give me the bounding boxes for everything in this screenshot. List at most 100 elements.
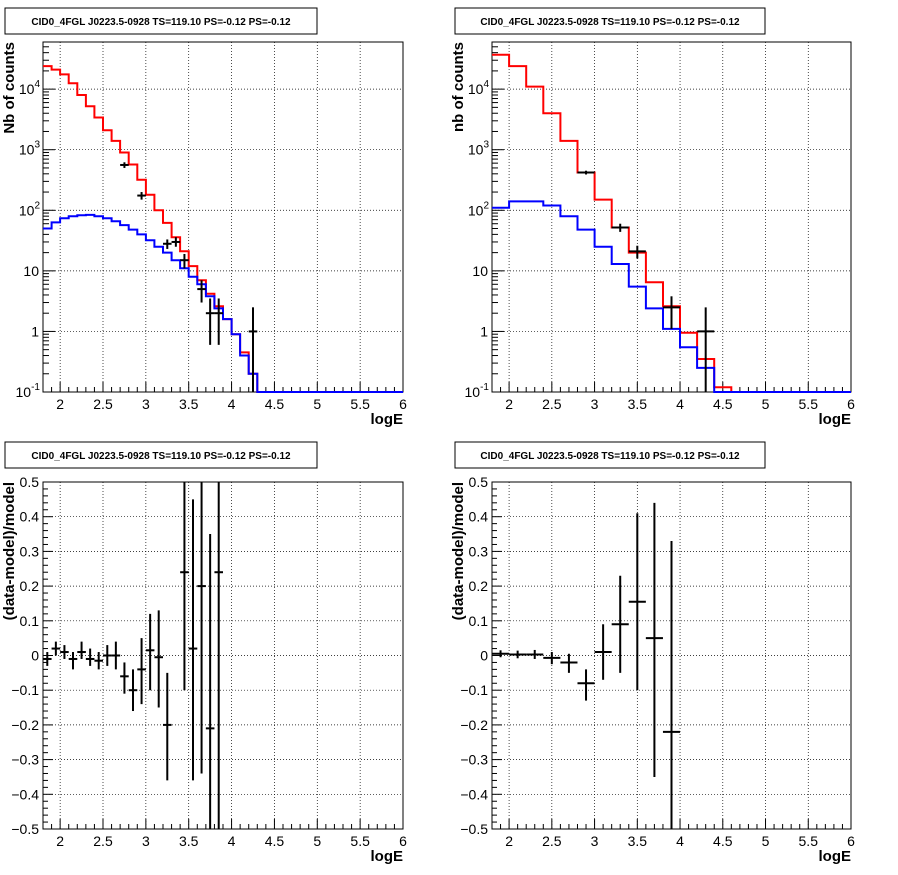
y-tick-label: 0 [480, 648, 488, 664]
x-tick-label: 4 [676, 833, 684, 849]
data-point [628, 245, 646, 259]
chart-panel-1: CID0_4FGL J0223.5-0928 TS=119.10 PS=-0.1… [1, 7, 407, 428]
y-tick-label: 10 [23, 263, 39, 279]
x-tick-label: 4.5 [265, 833, 285, 849]
data-point [645, 502, 663, 777]
data-point [594, 624, 612, 680]
data-point [120, 162, 129, 168]
y-tick-label: −0.2 [11, 717, 39, 733]
data-point [214, 298, 223, 345]
title-box [4, 7, 318, 35]
chart-panel-2: CID0_4FGL J0223.5-0928 TS=119.10 PS=-0.1… [450, 7, 855, 428]
x-tick-label: 2.5 [93, 833, 113, 849]
y-tick-label: 103 [19, 140, 41, 158]
x-tick-label: 5.5 [350, 833, 370, 849]
y-tick-label: 0.2 [20, 578, 40, 594]
y-tick-label: −0.3 [460, 752, 488, 768]
data-point [214, 482, 223, 829]
data-point [85, 648, 95, 666]
x-axis-label: logE [371, 411, 404, 428]
data-point [111, 641, 121, 670]
x-tick-label: 6 [399, 396, 407, 412]
model-source-histogram [43, 213, 403, 393]
data-point [248, 307, 258, 392]
x-tick-label: 4 [676, 396, 684, 412]
y-tick-label: 102 [19, 200, 41, 218]
y-tick-label: 103 [468, 140, 490, 158]
data-point [51, 641, 61, 656]
x-tick-label: 3.5 [628, 833, 648, 849]
chart-title: CID0_4FGL J0223.5-0928 TS=119.10 PS=-0.1… [31, 17, 291, 28]
title-box [4, 441, 318, 469]
x-tick-label: 2 [56, 396, 64, 412]
x-tick-label: 4 [228, 833, 236, 849]
y-tick-label: 0.1 [469, 613, 489, 629]
title-box [454, 441, 766, 469]
x-tick-label: 5 [762, 833, 770, 849]
title-box [454, 7, 766, 35]
x-tick-label: 5 [762, 396, 770, 412]
data-point [60, 645, 69, 659]
x-tick-label: 3.5 [179, 396, 199, 412]
x-tick-label: 3.5 [179, 833, 199, 849]
data-point [68, 652, 78, 670]
model-total-histogram [492, 53, 851, 393]
x-tick-label: 3 [591, 396, 599, 412]
y-tick-label: 0.3 [469, 543, 489, 559]
chart-panel-3: CID0_4FGL J0223.5-0928 TS=119.10 PS=-0.1… [1, 441, 407, 865]
y-axis-label: (data-model)/model [450, 482, 467, 620]
chart-title: CID0_4FGL J0223.5-0928 TS=119.10 PS=-0.1… [480, 17, 740, 28]
y-tick-label: −0.4 [11, 786, 39, 802]
x-tick-label: 5.5 [799, 396, 819, 412]
y-tick-label: 0.5 [20, 474, 40, 490]
data-point [180, 482, 189, 691]
y-tick-label: 1 [480, 323, 488, 339]
y-axis-label: nb of counts [450, 42, 467, 132]
data-point [77, 641, 86, 659]
chart-title: CID0_4FGL J0223.5-0928 TS=119.10 PS=-0.1… [480, 451, 740, 462]
x-tick-label: 4.5 [713, 833, 733, 849]
y-tick-label: 10-1 [465, 382, 490, 400]
data-point [577, 170, 595, 175]
x-tick-label: 4 [228, 396, 236, 412]
x-tick-label: 2.5 [542, 833, 562, 849]
data-point [94, 652, 103, 670]
data-point [577, 669, 595, 701]
data-point [662, 540, 681, 829]
y-tick-label: 0.4 [20, 509, 40, 525]
y-tick-label: −0.3 [11, 752, 39, 768]
x-tick-label: 5.5 [799, 833, 819, 849]
y-tick-label: −0.5 [460, 821, 488, 837]
y-tick-label: 1 [31, 323, 39, 339]
y-tick-label: 0.1 [20, 613, 40, 629]
y-tick-label: 0.2 [469, 578, 489, 594]
x-tick-label: 6 [847, 396, 855, 412]
data-point [154, 610, 163, 708]
data-point [128, 669, 138, 712]
y-tick-label: 0.3 [20, 543, 40, 559]
x-tick-label: 2.5 [542, 396, 562, 412]
y-tick-label: 0.4 [469, 509, 489, 525]
x-axis-label: logE [371, 848, 404, 865]
data-point [163, 239, 172, 249]
y-tick-label: 0.5 [469, 474, 489, 490]
x-tick-label: 3.5 [628, 396, 648, 412]
data-point [171, 237, 181, 247]
x-tick-label: 5.5 [350, 396, 370, 412]
data-point [543, 652, 561, 665]
data-point [103, 645, 112, 666]
x-tick-label: 4.5 [713, 396, 733, 412]
y-tick-label: 10 [472, 263, 488, 279]
data-point [611, 575, 629, 673]
data-point [180, 253, 189, 269]
y-tick-label: 104 [468, 79, 490, 97]
x-tick-label: 3 [142, 833, 150, 849]
data-point [628, 513, 646, 691]
data-point [43, 652, 52, 666]
data-point [662, 296, 681, 329]
data-point [492, 650, 510, 658]
y-tick-label: −0.1 [11, 682, 39, 698]
data-point [188, 499, 198, 781]
data-point [120, 662, 129, 694]
